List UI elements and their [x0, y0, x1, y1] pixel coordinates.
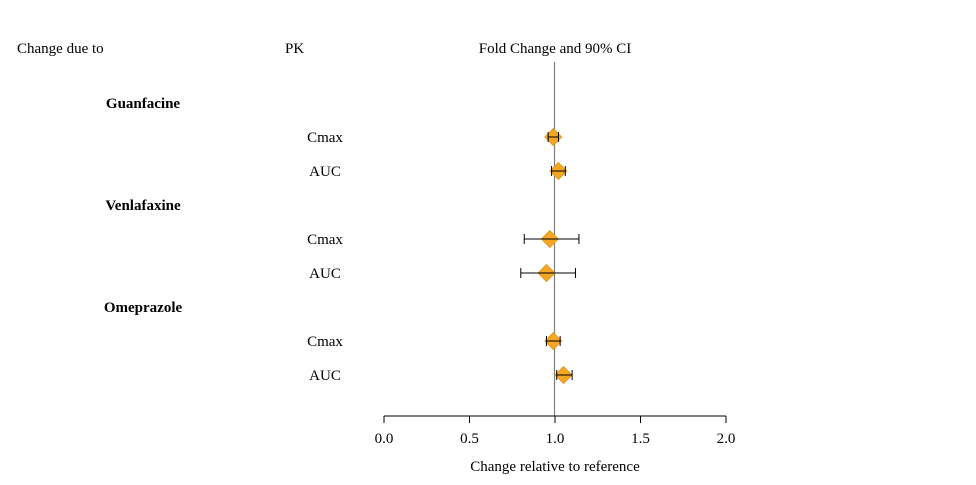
data-row: [549, 161, 568, 181]
x-axis-label: Change relative to reference: [470, 459, 640, 475]
pk-label: Cmax: [307, 232, 343, 248]
pk-label: AUC: [309, 368, 341, 384]
x-tick-label: 0.5: [460, 431, 479, 447]
x-tick-label: 1.5: [631, 431, 650, 447]
data-row: [523, 229, 580, 249]
header-fold-change: Fold Change and 90% CI: [479, 41, 631, 57]
header-change-due-to: Change due to: [17, 41, 104, 57]
data-row: [554, 365, 573, 385]
pk-label: Cmax: [307, 334, 343, 350]
x-tick-label: 1.0: [546, 431, 565, 447]
pk-label: Cmax: [307, 130, 343, 146]
x-axis: 0.0 0.5 1.0 1.5 2.0: [375, 415, 736, 447]
data-row: [520, 263, 577, 283]
x-tick-label: 0.0: [375, 431, 394, 447]
group-label: Guanfacine: [106, 96, 181, 112]
pk-label: AUC: [309, 266, 341, 282]
group-label: Omeprazole: [104, 300, 183, 316]
data-row: [544, 127, 563, 147]
data-row: [544, 331, 563, 351]
group-label: Venlafaxine: [105, 198, 181, 214]
pk-label: AUC: [309, 164, 341, 180]
header-pk: PK: [285, 41, 304, 57]
x-tick-label: 2.0: [717, 431, 736, 447]
rows-layer: Guanfacine Cmax AUC Venlafaxine Cmax AUC Omepr…: [104, 96, 580, 385]
